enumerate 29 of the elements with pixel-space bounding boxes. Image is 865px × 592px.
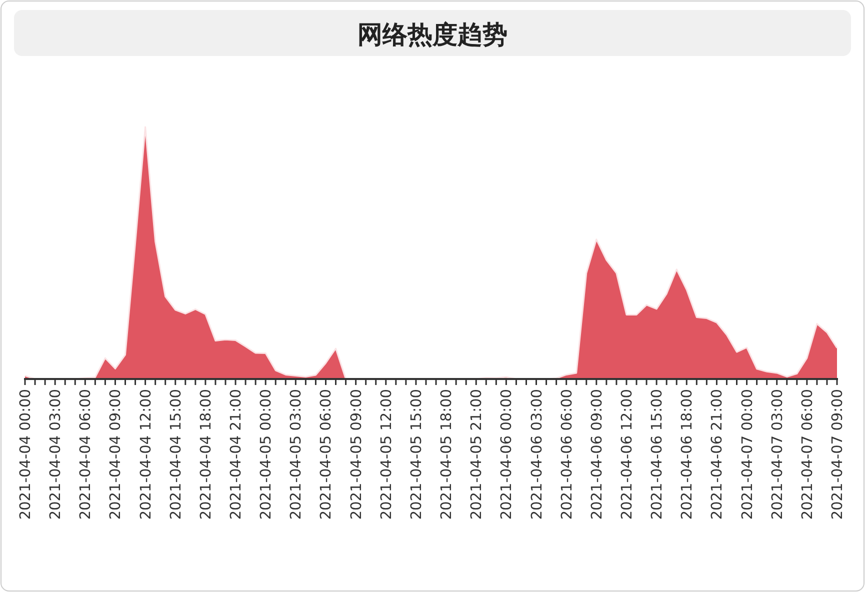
x-tick-label: 2021-04-05 18:00: [439, 389, 456, 520]
x-tick-label: 2021-04-05 15:00: [408, 389, 425, 520]
x-tick-label: 2021-04-07 03:00: [770, 389, 786, 520]
x-tick-label: 2021-04-04 21:00: [228, 389, 245, 520]
x-tick-label: 2021-04-05 12:00: [378, 389, 395, 520]
x-tick-label: 2021-04-06 06:00: [559, 389, 576, 520]
x-tick-label: 2021-04-07 06:00: [800, 389, 816, 520]
x-tick-label: 2021-04-05 21:00: [469, 389, 486, 520]
x-tick-label: 2021-04-05 03:00: [288, 389, 305, 520]
x-tick-label: 2021-04-07 09:00: [830, 389, 846, 520]
x-tick-label: 2021-04-06 21:00: [710, 389, 726, 520]
x-tick-label: 2021-04-06 15:00: [650, 389, 666, 520]
x-tick-label: 2021-04-06 18:00: [680, 389, 696, 520]
x-tick-label: 2021-04-05 00:00: [258, 389, 275, 520]
x-tick-label: 2021-04-05 09:00: [348, 389, 365, 520]
x-tick-label: 2021-04-04 06:00: [78, 389, 94, 520]
chart-title: 网络热度趋势: [358, 20, 508, 49]
x-tick-label: 2021-04-07 00:00: [740, 389, 756, 520]
x-tick-label: 2021-04-04 12:00: [138, 389, 154, 520]
x-tick-label: 2021-04-06 00:00: [499, 389, 516, 520]
x-tick-label: 2021-04-05 06:00: [318, 389, 335, 520]
x-tick-label: 2021-04-06 03:00: [529, 389, 546, 520]
x-tick-label: 2021-04-04 00:00: [18, 389, 34, 520]
x-tick-label: 2021-04-04 03:00: [48, 389, 64, 520]
x-tick-label: 2021-04-06 12:00: [619, 389, 636, 520]
x-tick-label: 2021-04-04 09:00: [108, 389, 124, 520]
x-tick-label: 2021-04-04 18:00: [198, 389, 214, 520]
x-tick-label: 2021-04-06 09:00: [589, 389, 606, 520]
x-tick-label: 2021-04-04 15:00: [168, 389, 184, 520]
